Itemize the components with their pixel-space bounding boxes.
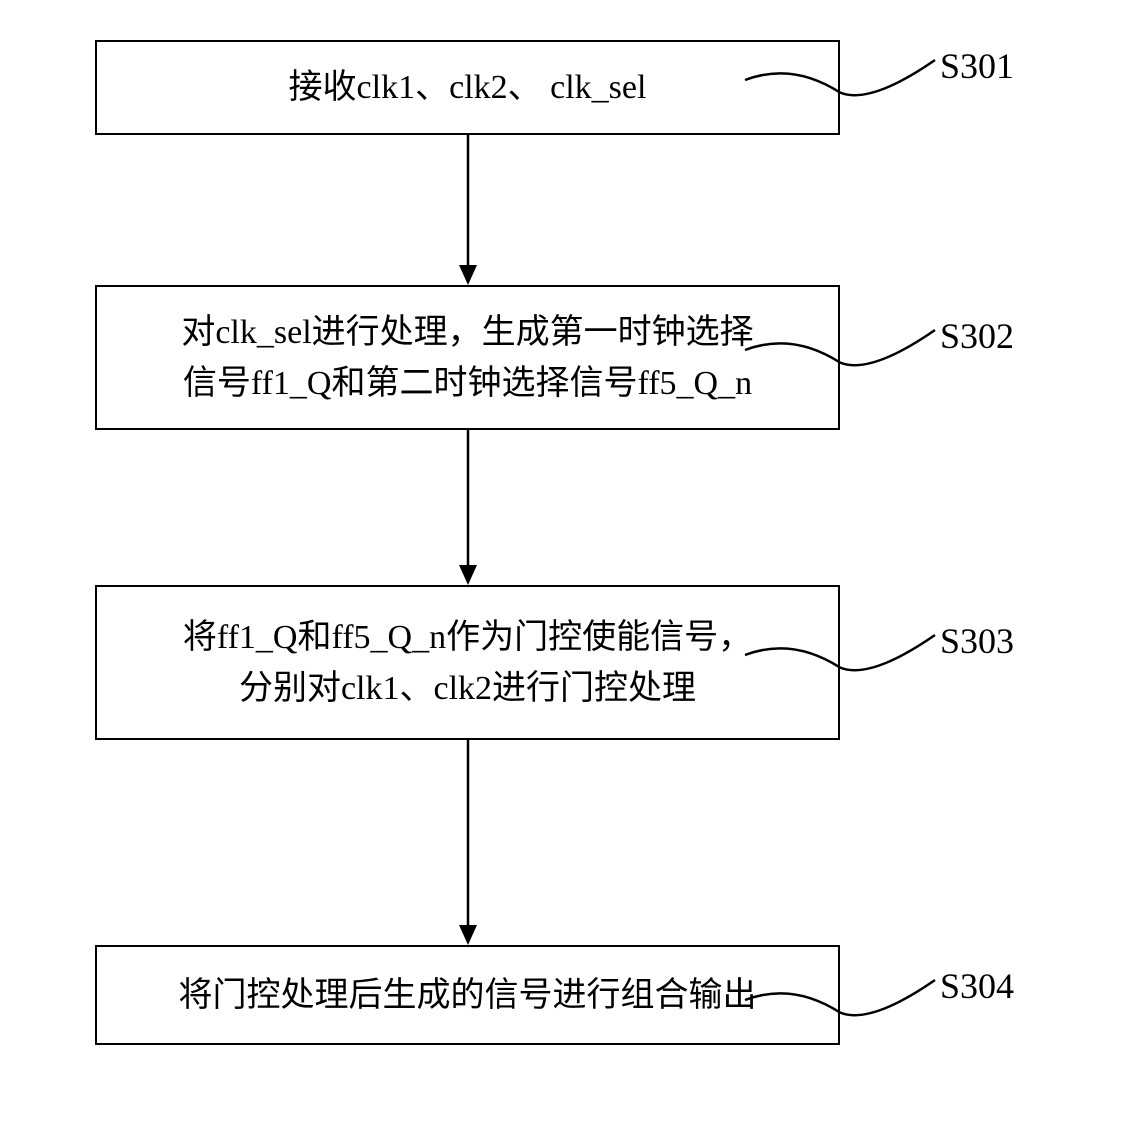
flow-node-3: 将ff1_Q和ff5_Q_n作为门控使能信号， 分别对clk1、clk2进行门控… [95,585,840,740]
flow-node-text: 将门控处理后生成的信号进行组合输出 [179,970,757,1021]
flow-node-1: 接收clk1、clk2、 clk_sel [95,40,840,135]
step-label-S304: S304 [940,965,1014,1007]
flow-node-text: 对clk_sel进行处理，生成第一时钟选择 信号ff1_Q和第二时钟选择信号ff… [181,307,753,409]
arrow-3 [453,740,483,945]
flow-node-2: 对clk_sel进行处理，生成第一时钟选择 信号ff1_Q和第二时钟选择信号ff… [95,285,840,430]
flow-node-4: 将门控处理后生成的信号进行组合输出 [95,945,840,1045]
flow-node-text: 接收clk1、clk2、 clk_sel [289,62,647,113]
step-label-S303: S303 [940,620,1014,662]
flowchart-canvas: 接收clk1、clk2、 clk_sel S301 对clk_sel进行处理，生成第… [0,0,1135,1135]
flow-node-text: 将ff1_Q和ff5_Q_n作为门控使能信号， 分别对clk1、clk2进行门控… [183,612,752,714]
step-label-S301: S301 [940,45,1014,87]
arrow-1 [453,135,483,285]
step-label-S302: S302 [940,315,1014,357]
arrow-2 [453,430,483,585]
